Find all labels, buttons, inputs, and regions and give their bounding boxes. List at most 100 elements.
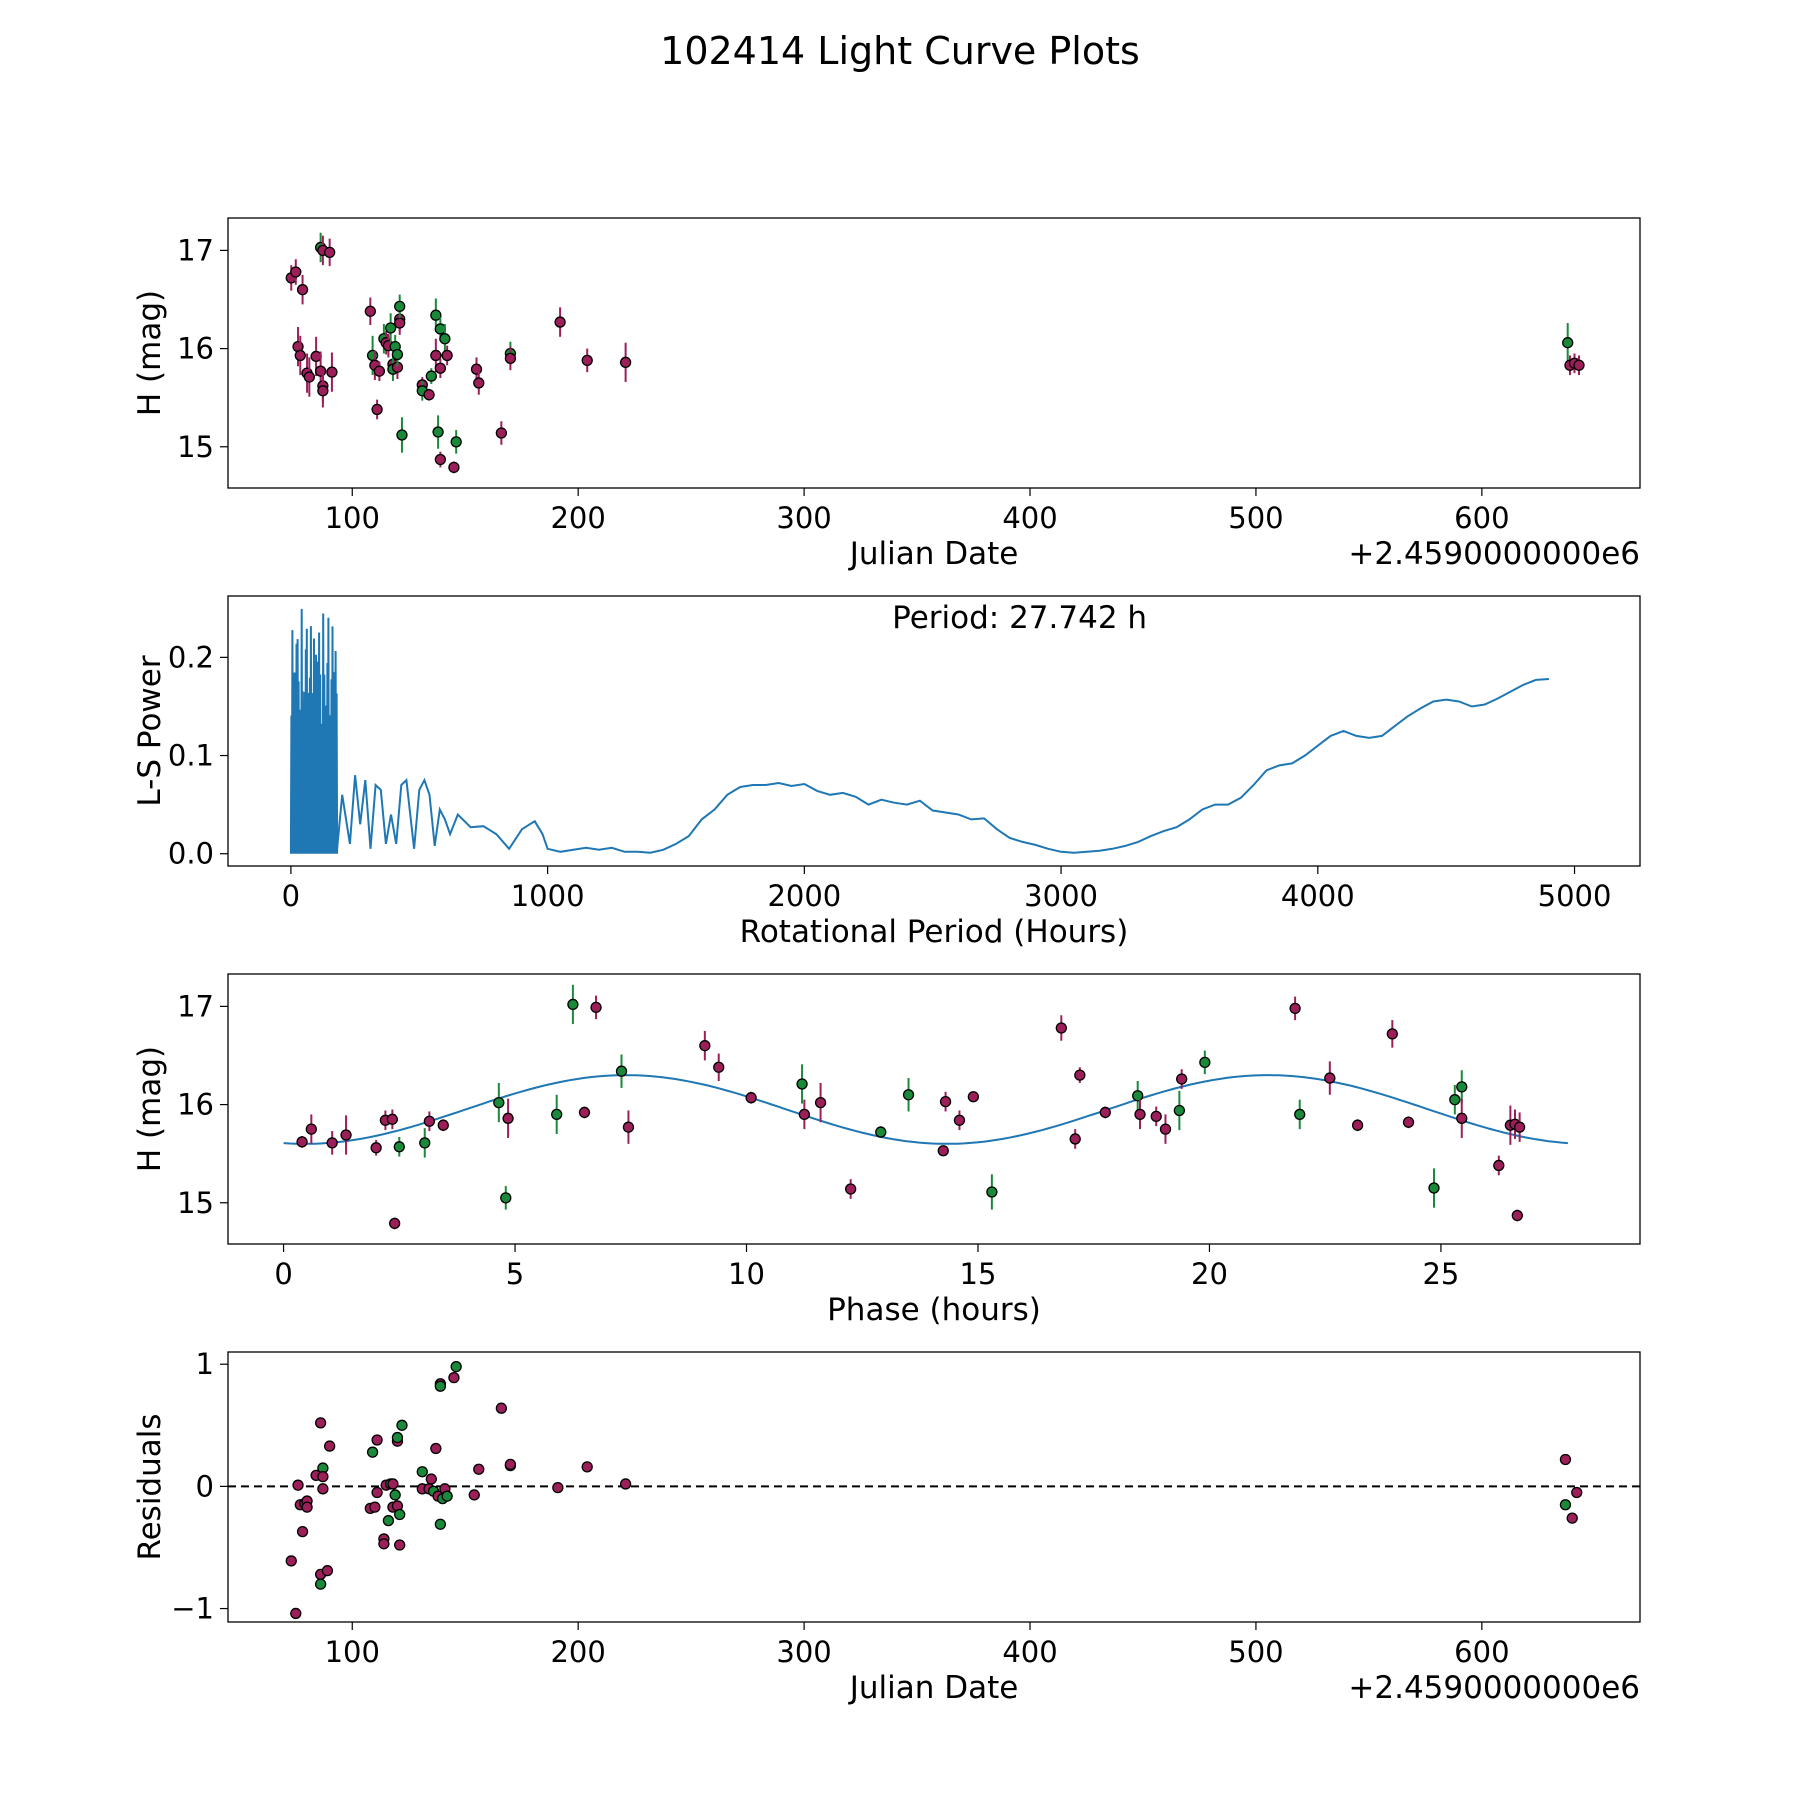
data-point	[425, 370, 437, 382]
data-point	[473, 377, 485, 389]
data-point	[619, 356, 632, 368]
data-point	[296, 1136, 308, 1148]
data-point	[1566, 1512, 1578, 1524]
data-point	[745, 1092, 757, 1104]
axes-frame	[227, 595, 1641, 867]
x-tick-label: 4000	[1281, 879, 1355, 913]
data-point	[450, 436, 462, 448]
data-point	[394, 300, 406, 313]
x-tick-label: 100	[325, 1635, 380, 1669]
data-point	[389, 1217, 401, 1230]
y-tick-label: 0.1	[168, 739, 214, 773]
x-tick-label: 3000	[1024, 879, 1098, 913]
data-point	[303, 371, 315, 383]
x-tick-label: 0	[282, 879, 300, 913]
data-point	[423, 389, 435, 401]
data-point	[441, 349, 453, 362]
periodogram-dense-segment	[289, 608, 339, 854]
panel-residuals: 100 200 300 400 500 600 −1 0 1 Julian Date Residua…	[132, 1347, 1641, 1706]
data-point	[1513, 1121, 1526, 1133]
data-point	[713, 1061, 725, 1073]
y-tick-label: 0.0	[168, 837, 214, 871]
data-point	[953, 1114, 966, 1126]
x-tick-label: 400	[1002, 501, 1057, 535]
data-point	[1456, 1081, 1468, 1093]
data-point	[324, 246, 336, 259]
panel-phase-folded: 0 5 10 15 20 25 15 16 17 Phase (hours) H (mag)	[132, 973, 1641, 1328]
x-tick-label: 5	[506, 1257, 524, 1291]
data-point	[590, 1001, 602, 1014]
data-point	[1069, 1133, 1081, 1145]
x-axis-label: Rotational Period (Hours)	[740, 914, 1129, 950]
data-point	[796, 1078, 808, 1090]
y-tick-label: 17	[177, 233, 214, 267]
data-point	[1511, 1209, 1523, 1222]
period-annotation: Period: 27.742 h	[892, 600, 1147, 636]
data-point	[1134, 1108, 1146, 1121]
data-point	[393, 1141, 405, 1153]
data-point	[500, 1192, 512, 1204]
data-point	[1493, 1159, 1505, 1172]
data-point	[430, 1442, 442, 1455]
figure-title: 102414 Light Curve Plots	[660, 29, 1140, 73]
data-point	[814, 1096, 827, 1109]
data-point	[296, 1525, 309, 1538]
data-point	[434, 323, 447, 335]
y-tick-label: 0.2	[168, 640, 214, 674]
data-point	[581, 1461, 593, 1473]
data-point	[434, 1518, 447, 1530]
data-point	[1074, 1069, 1086, 1081]
y-tick-label: 0	[196, 1469, 214, 1503]
data-layer	[228, 1361, 1640, 1620]
y-axis-label: L-S Power	[132, 655, 168, 806]
data-point	[986, 1186, 998, 1198]
panel-periodogram: 0 1000 2000 3000 4000 5000 0.0 0.1 0.2 Rotational…	[132, 595, 1641, 950]
data-point	[382, 1514, 395, 1527]
x-axis-label: Julian Date	[848, 536, 1019, 572]
data-point	[326, 366, 338, 378]
data-point	[1386, 1028, 1398, 1040]
data-point	[1176, 1073, 1188, 1085]
data-point	[296, 284, 309, 296]
data-point	[391, 348, 404, 361]
data-point	[430, 349, 442, 362]
data-point	[578, 1106, 591, 1119]
data-point	[552, 1481, 564, 1494]
x-tick-label: 500	[1228, 501, 1283, 535]
x-tick-label: 300	[776, 501, 831, 535]
data-point	[937, 1145, 949, 1157]
data-point	[699, 1040, 711, 1052]
sinusoid-fit-line	[283, 1074, 1568, 1145]
x-tick-label: 200	[550, 501, 605, 535]
data-point	[434, 362, 447, 374]
data-point	[394, 1539, 406, 1551]
x-tick-label: 25	[1422, 1257, 1459, 1291]
data-layer	[289, 608, 1549, 854]
data-point	[1428, 1182, 1440, 1194]
x-tick-label: 0	[274, 1257, 292, 1291]
data-point	[902, 1089, 915, 1101]
data-point	[450, 1361, 462, 1373]
data-point	[369, 1501, 381, 1513]
y-tick-label: 15	[177, 430, 214, 464]
data-point	[1449, 1094, 1461, 1106]
data-point	[437, 1119, 449, 1131]
data-point	[387, 1478, 399, 1490]
data-point	[294, 349, 306, 362]
data-point	[504, 352, 517, 365]
data-point	[434, 453, 447, 466]
data-point	[314, 365, 327, 377]
data-point	[493, 1096, 505, 1109]
axes-frame	[227, 1351, 1641, 1623]
periodogram-series-line	[336, 678, 1549, 854]
y-tick-label: 16	[177, 332, 214, 366]
data-point	[310, 350, 322, 363]
data-point	[423, 1115, 436, 1127]
data-point	[371, 1486, 383, 1499]
data-point	[292, 1479, 304, 1491]
data-point	[1571, 1486, 1583, 1499]
data-point	[468, 1489, 480, 1501]
y-tick-label: 16	[177, 1088, 214, 1122]
data-point	[290, 266, 302, 278]
